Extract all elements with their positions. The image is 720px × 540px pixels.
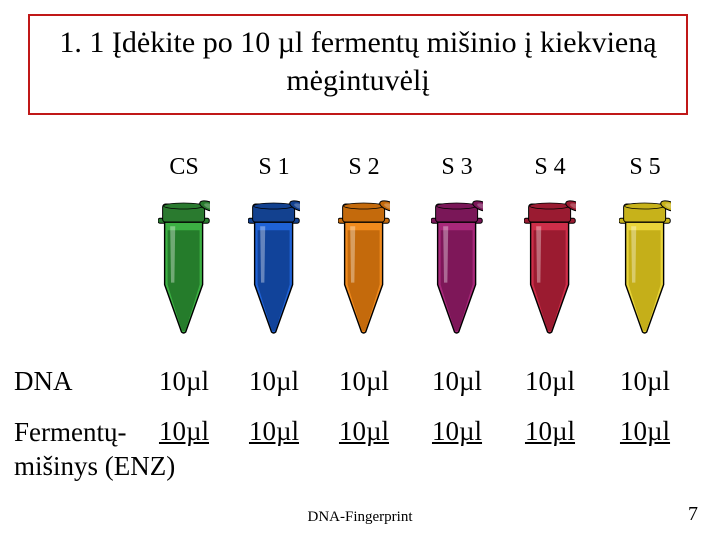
cell-enz-s3: 10µl xyxy=(412,416,502,447)
instruction-title-box: 1. 1 Įdėkite po 10 µl fermentų mišinio į… xyxy=(28,14,688,115)
cell-dna-s2: 10µl xyxy=(319,366,409,397)
cell-dna-s3: 10µl xyxy=(412,366,502,397)
column-label-s3: S 3 xyxy=(412,154,502,181)
cell-enz-s2: 10µl xyxy=(319,416,409,447)
cell-dna-s1: 10µl xyxy=(229,366,319,397)
cell-enz-s4: 10µl xyxy=(505,416,595,447)
tube-s5 xyxy=(600,194,690,334)
cell-dna-s4: 10µl xyxy=(505,366,595,397)
column-label-s1: S 1 xyxy=(229,154,319,181)
column-label-s5: S 5 xyxy=(600,154,690,181)
cell-enz-s1: 10µl xyxy=(229,416,319,447)
cell-dna-s5: 10µl xyxy=(600,366,690,397)
cell-enz-cs: 10µl xyxy=(139,416,229,447)
tube-cs xyxy=(139,194,229,334)
footer-center-text: DNA-Fingerprint xyxy=(0,509,720,526)
tube-s1 xyxy=(229,194,319,334)
tube-s3 xyxy=(412,194,502,334)
cell-enz-s5: 10µl xyxy=(600,416,690,447)
row-label-dna: DNA xyxy=(14,366,73,397)
column-label-s4: S 4 xyxy=(505,154,595,181)
cell-dna-cs: 10µl xyxy=(139,366,229,397)
tube-s4 xyxy=(505,194,595,334)
tube-s2 xyxy=(319,194,409,334)
column-label-s2: S 2 xyxy=(319,154,409,181)
column-label-cs: CS xyxy=(139,154,229,181)
page-number: 7 xyxy=(688,503,698,526)
instruction-title-text: 1. 1 Įdėkite po 10 µl fermentų mišinio į… xyxy=(59,26,656,97)
